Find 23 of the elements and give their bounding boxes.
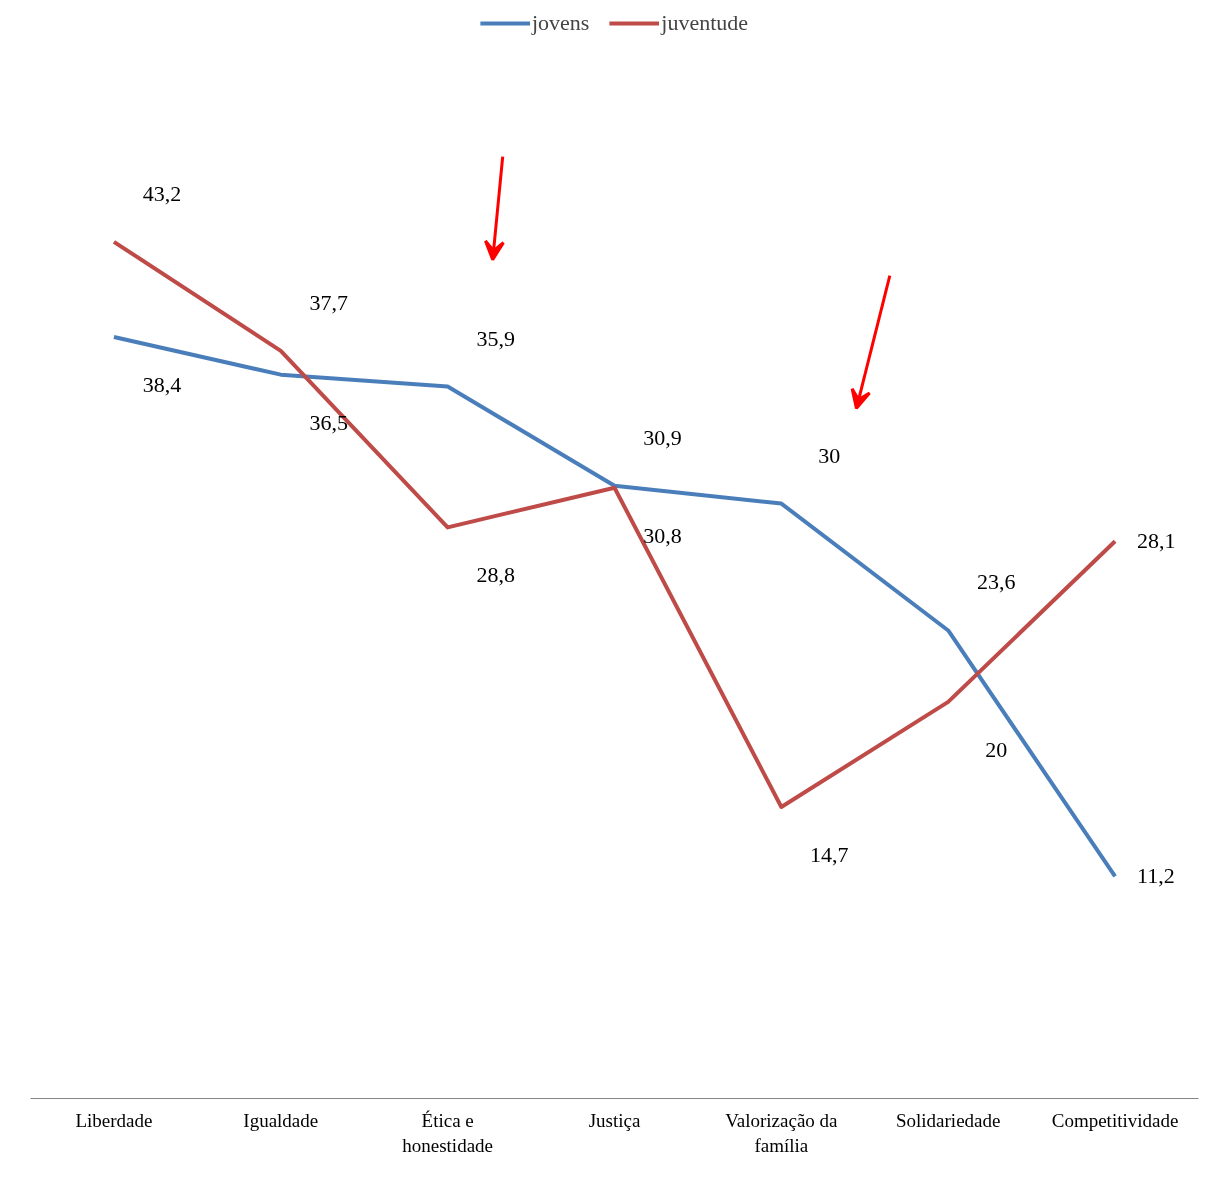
data-label: 23,6 [976,569,1016,595]
x-tick-label: Valorização da família [725,1109,839,1156]
x-tick-label: Competitividade [1051,1109,1179,1131]
x-tick-label: Igualdade [243,1109,319,1131]
x-tick-label: Justiça [588,1109,641,1131]
data-label: 14,7 [810,841,849,867]
data-label: 11,2 [1137,863,1175,889]
data-label: 38,4 [142,372,182,397]
data-label: 28,1 [1137,528,1176,554]
data-label: 30,9 [643,424,682,450]
legend-label: juventude [661,10,749,36]
data-label: 43,2 [142,180,182,206]
data-label: 28,8 [476,562,515,588]
data-label: 30 [818,442,841,468]
data-label: 35,9 [476,325,515,351]
x-tick-label: Solidariedade [895,1109,1001,1131]
data-label: 36,5 [309,409,349,435]
x-tick-label: Ética e honestidade [402,1109,494,1156]
data-label: 30,8 [643,522,682,548]
x-tick-label: Liberdade [75,1109,153,1131]
legend-label: jovens [531,10,590,36]
data-label: 37,7 [309,289,349,315]
data-label: 20 [985,736,1008,762]
